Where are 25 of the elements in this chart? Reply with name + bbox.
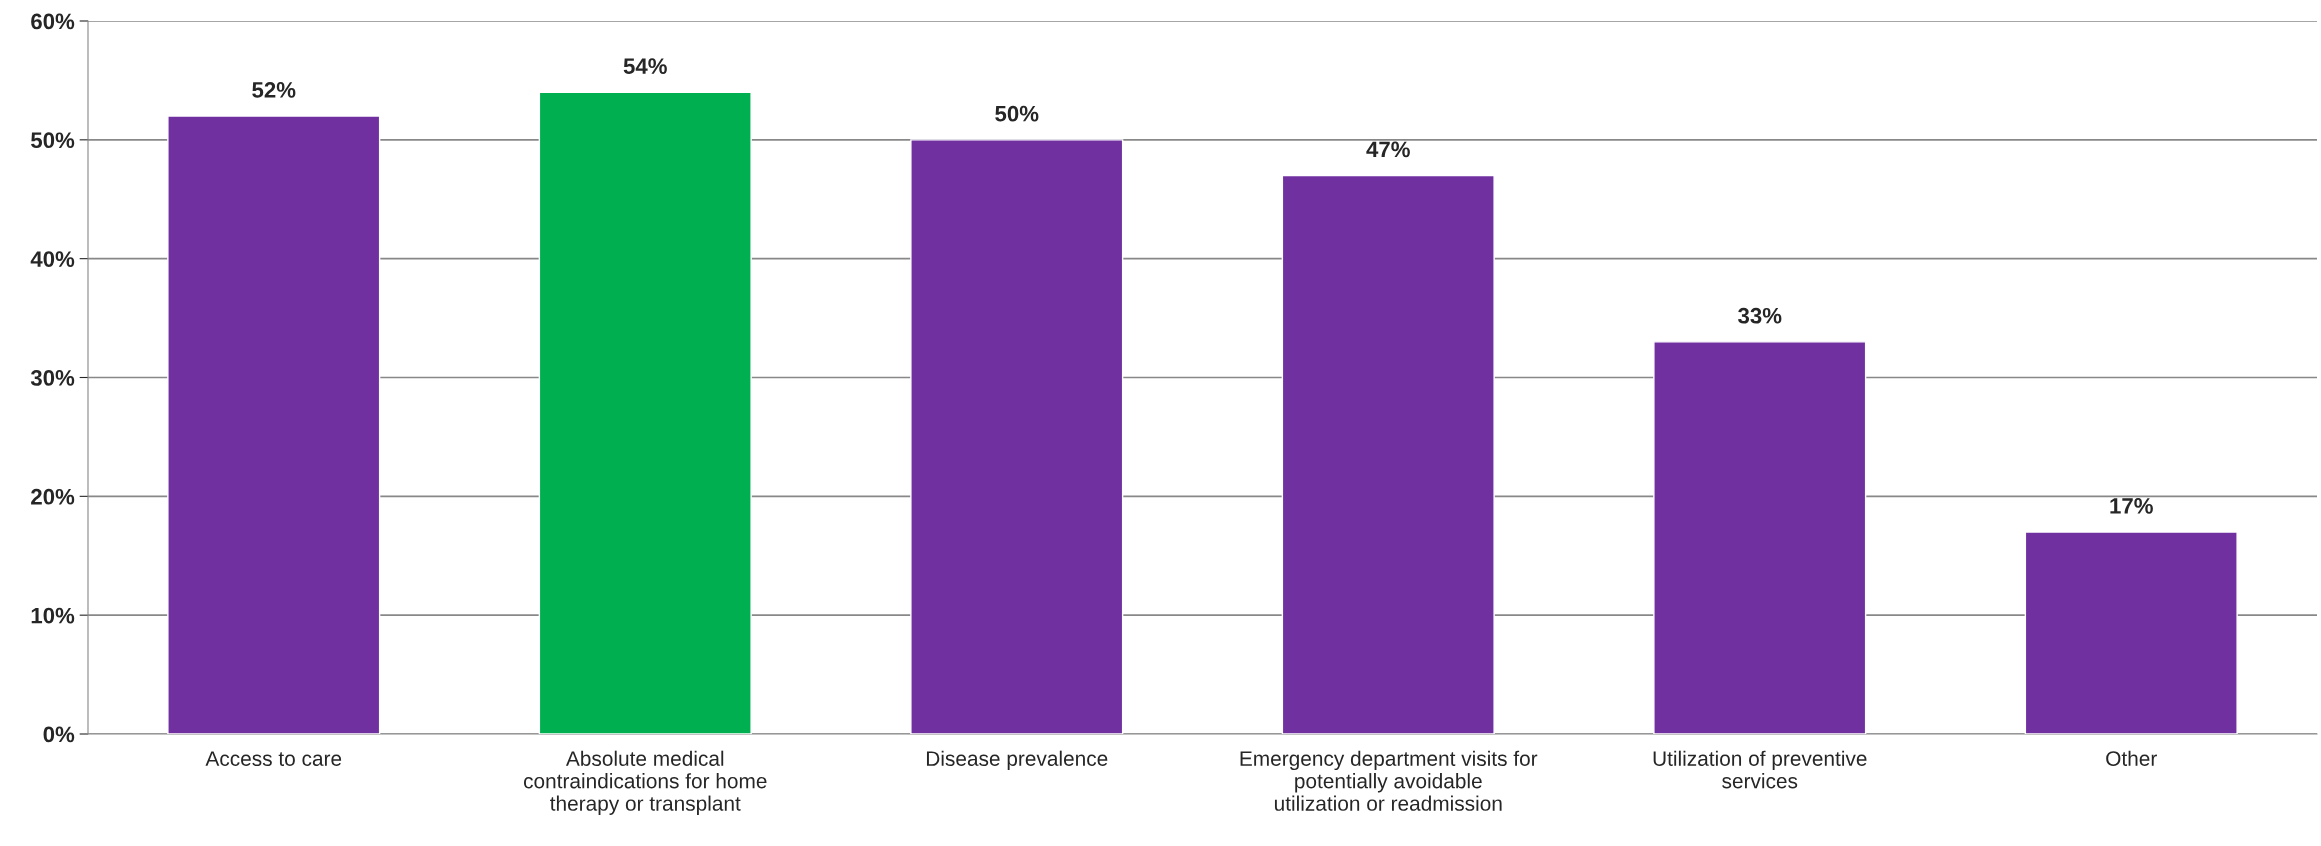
x-tick-label: Disease prevalence [926, 750, 1108, 771]
y-tick-label: 60% [31, 13, 75, 30]
data-label: 47% [1366, 141, 1410, 158]
y-tick-label: 40% [30, 251, 75, 267]
x-tick-label: Emergency department visits for potentially avoidable utilization or readmission [1240, 750, 1538, 811]
data-label: 54% [623, 58, 667, 75]
bar [2024, 531, 2238, 734]
y-tick-label: 30% [30, 370, 75, 386]
y-tick-label: 0% [43, 726, 75, 743]
bar [1281, 174, 1495, 734]
data-label: 33% [1738, 307, 1782, 324]
y-tick-label: 10% [31, 607, 75, 624]
bar [910, 139, 1124, 734]
x-tick-label: Utilization of preventive services [1653, 750, 1867, 789]
bar [1653, 341, 1867, 734]
x-tick-label: Access to care [205, 751, 342, 766]
data-label: 17% [2110, 498, 2153, 514]
x-tick-label: Other [2106, 750, 2157, 766]
x-tick-label: Absolute medical contraindications for home therapy or transplant [523, 750, 767, 815]
y-tick-label: 20% [31, 488, 75, 505]
bar [167, 115, 381, 734]
y-tick-label: 50% [31, 132, 75, 149]
data-label: 50% [995, 105, 1039, 122]
bar [538, 91, 752, 734]
data-label: 52% [252, 82, 296, 98]
